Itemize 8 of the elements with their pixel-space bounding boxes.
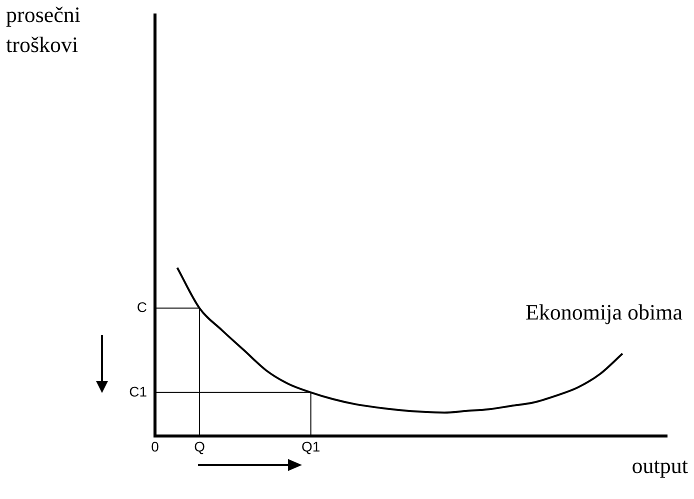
x-axis-title: output [632, 452, 688, 478]
text: Ekonomija obima [525, 299, 683, 324]
text: C [136, 299, 147, 316]
text: prosečni troškovi [6, 2, 81, 57]
x-tick-label: Q [194, 438, 206, 454]
x-tick-label: 0 [151, 438, 160, 454]
text: C1 [129, 383, 148, 400]
x-tick-label: Q1 [301, 438, 320, 454]
